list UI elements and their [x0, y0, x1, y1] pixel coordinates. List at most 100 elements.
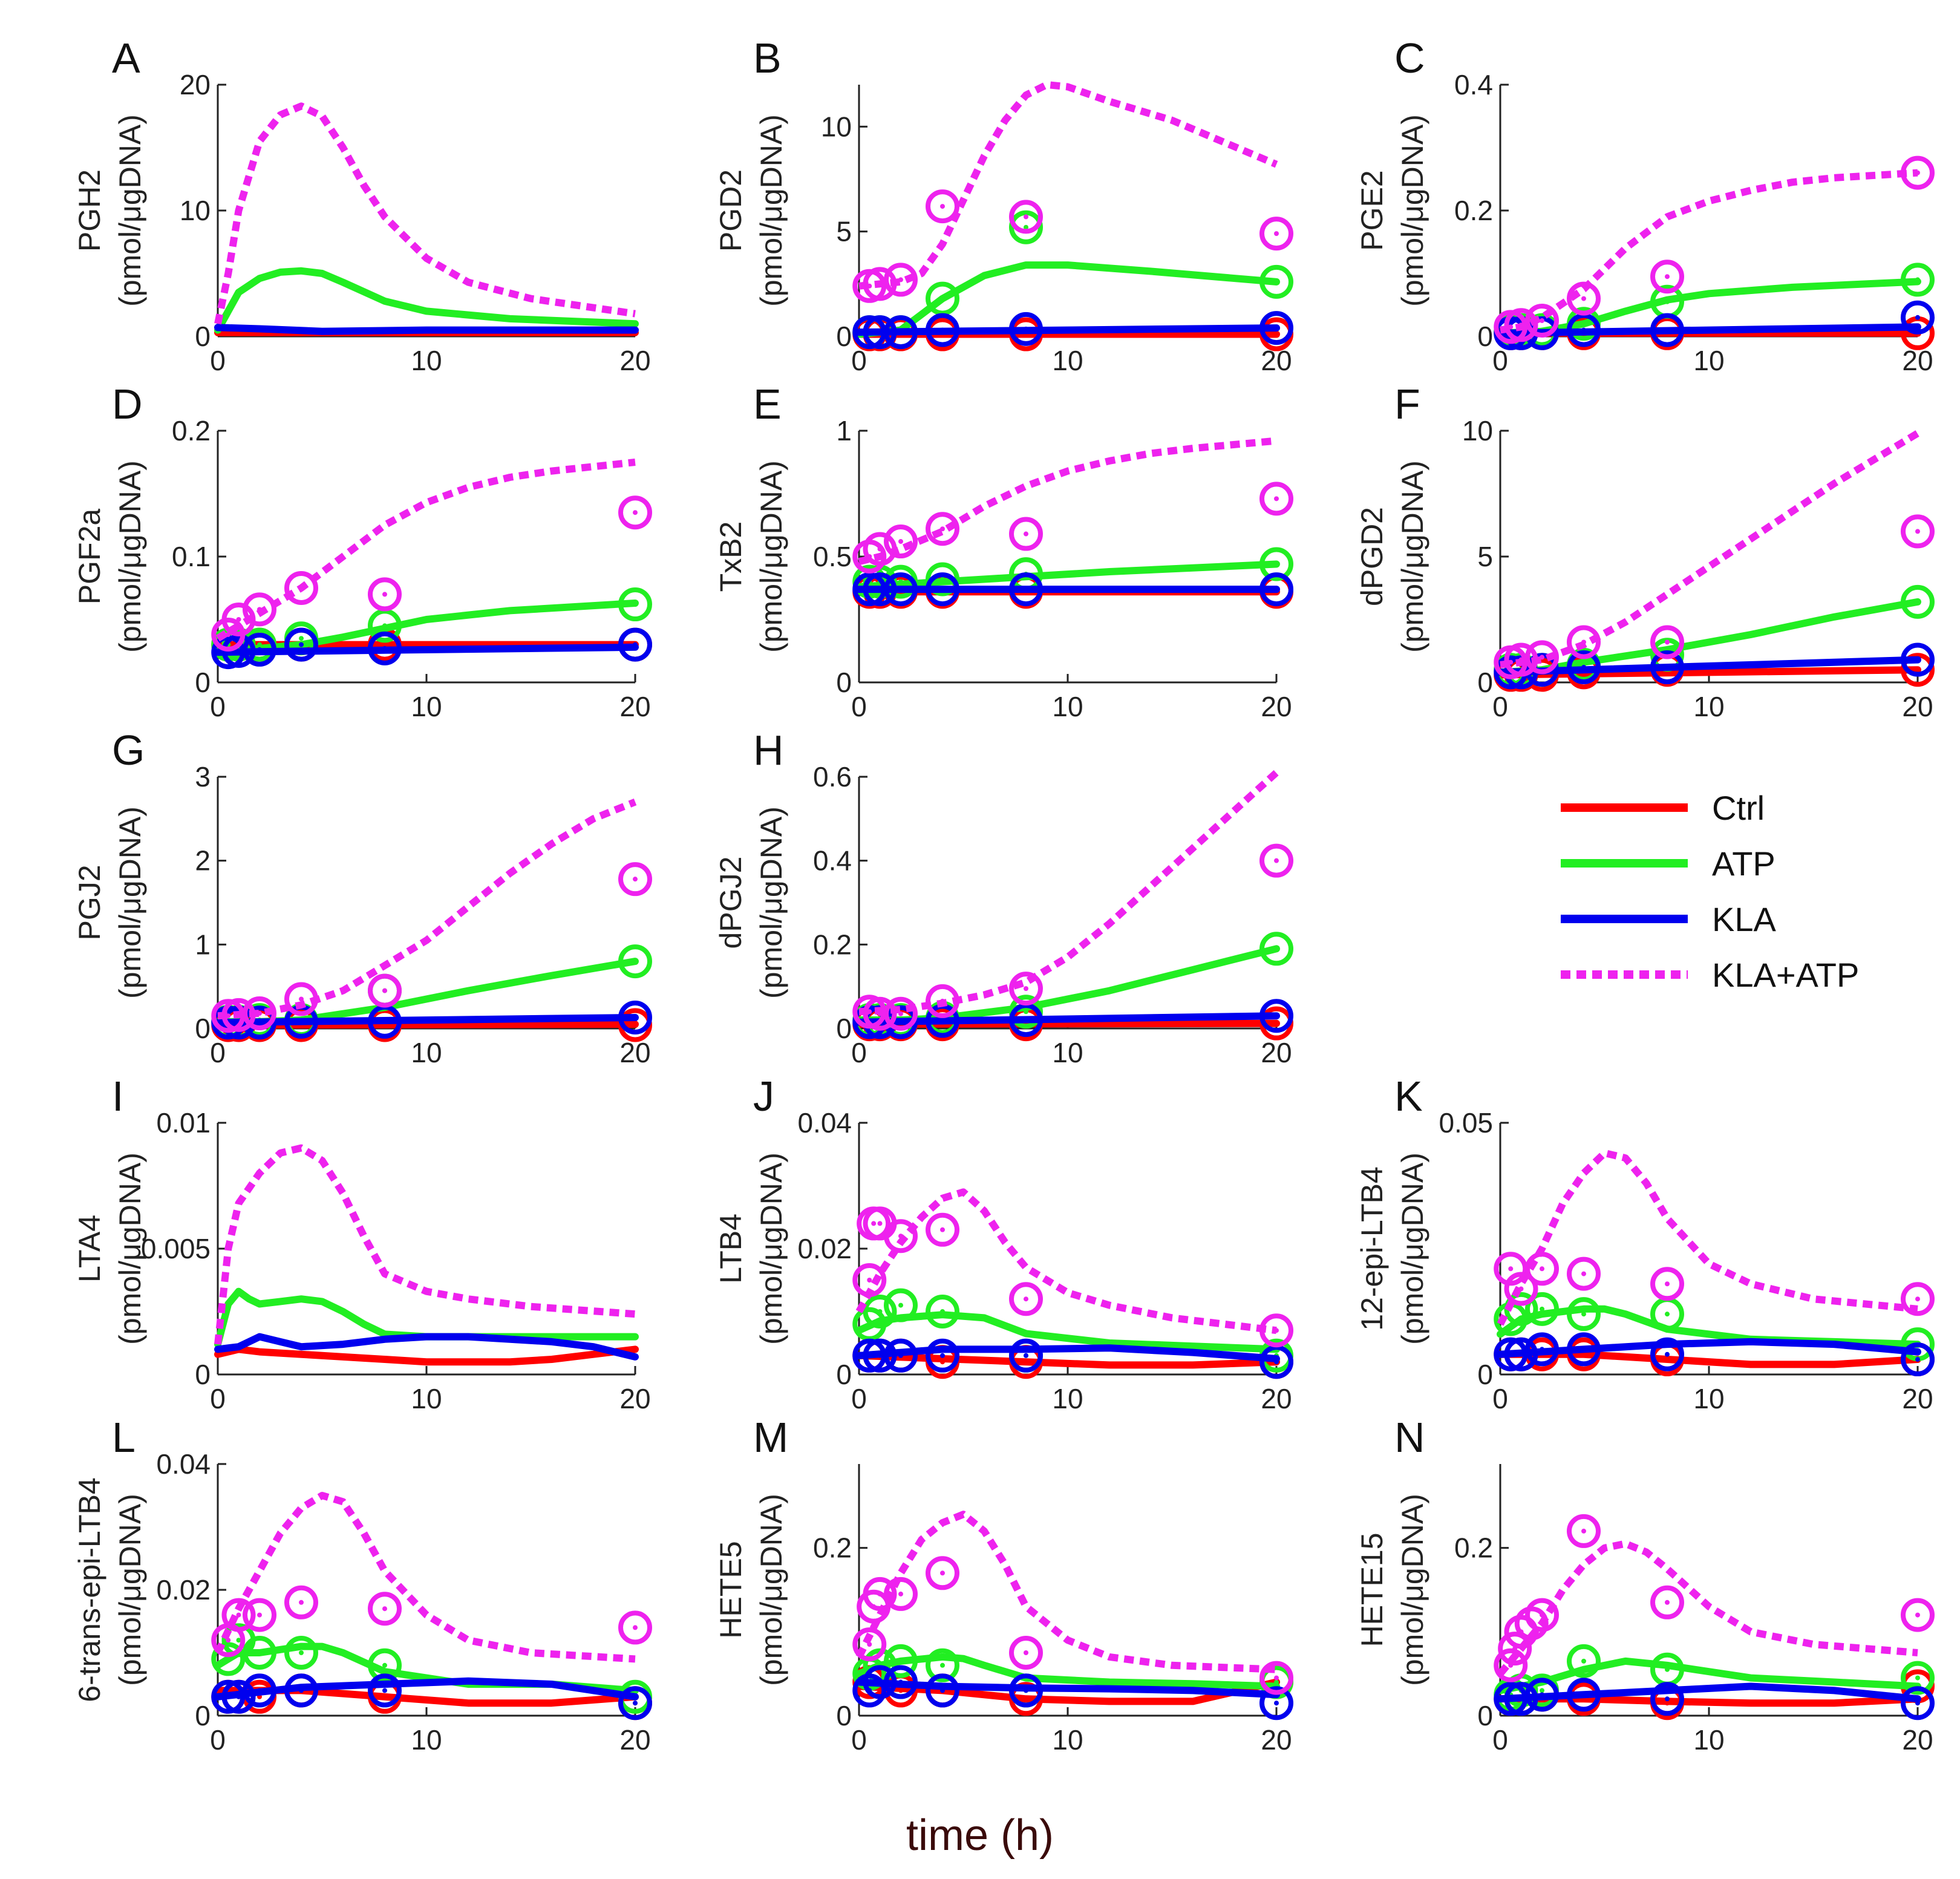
panel-h-series-klaatp-line — [858, 770, 1279, 1016]
panel-j-kla-marker — [926, 1338, 959, 1373]
panel-c-atp-marker — [1901, 263, 1935, 297]
panel-l-klaatp-marker — [284, 1585, 318, 1619]
panel-n-kla-marker — [1525, 1678, 1559, 1712]
panel-e-kla-marker-dot — [877, 587, 883, 592]
panel-e-klaatp-marker — [884, 524, 918, 559]
panel-n-kla-marker-dot — [1508, 1696, 1514, 1702]
panel-c-klaatp-marker-dot — [1581, 296, 1586, 301]
panel-k-series-klaatp-line — [1497, 1149, 1918, 1326]
panel-n-atp-marker-dot — [1665, 1667, 1670, 1672]
panel-d: 0 10 20 0 0.1 0.2 D PGF2a (pmol/μgDNA) — [73, 381, 652, 722]
panel-e-klaatp-marker — [926, 512, 959, 546]
panel-c-x-tick-label: 10 — [1693, 345, 1724, 376]
panel-n-y-unit: (pmol/μgDNA) — [1396, 1494, 1429, 1686]
panel-c-kla-marker-dot — [1915, 315, 1920, 320]
panel-h-atp-marker-dot — [1024, 1009, 1028, 1015]
panel-n-x-tick-label: 0 — [1492, 1724, 1508, 1756]
panel-e-atp-marker-dot — [940, 577, 945, 582]
panel-j-kla-marker-dot — [898, 1353, 903, 1358]
panel-m-klaatp-marker-dot — [898, 1591, 903, 1596]
panel-d-klaatp-marker — [618, 495, 652, 530]
panel-k-kla-marker-dot — [1665, 1351, 1670, 1357]
panel-e-klaatp-marker-dot — [1024, 531, 1028, 537]
panel-g-kla-marker-dot — [299, 1019, 304, 1024]
panel-a-y-tick-label: 0 — [195, 321, 211, 352]
panel-e-kla-marker-dot — [898, 587, 903, 592]
panel-f-kla-marker — [1650, 650, 1684, 685]
panel-k-series-atp-line — [1497, 1305, 1921, 1348]
panel-e-series-atp-line — [855, 560, 1280, 590]
panel-m-ctrl-marker-dot — [1024, 1696, 1028, 1702]
panel-h-series-atp-line — [855, 945, 1280, 1024]
panel-f-klaatp-marker-dot — [1540, 655, 1544, 660]
panel-e: 0 10 20 0 0.5 1 E TxB2 (pmol/μgDNA) — [714, 381, 1293, 722]
panel-f-letter: F — [1394, 381, 1420, 428]
legend-label-atp: ATP — [1712, 845, 1775, 883]
panel-k-ctrl-marker-dot — [1665, 1357, 1670, 1362]
panel-d-x-tick-label: 0 — [210, 691, 226, 722]
legend-label-klaatp: KLA+ATP — [1712, 956, 1859, 994]
panel-l-kla-marker-dot — [299, 1688, 304, 1693]
panel-f-series-klaatp-line — [1500, 430, 1920, 668]
panel-f-klaatp-marker — [1525, 640, 1559, 675]
panel-g-klaatp-marker-dot — [382, 988, 387, 993]
panel-m-kla-marker-dot — [1274, 1701, 1279, 1706]
panel-m-kla-marker — [1009, 1673, 1043, 1708]
panel-l-kla-marker — [284, 1673, 318, 1708]
panel-l-atp-marker — [368, 1648, 402, 1682]
panel-m-y-tick-label: 0.2 — [813, 1532, 852, 1564]
panel-j-series-atp-line — [855, 1311, 1280, 1353]
panel-b-klaatp-marker — [863, 267, 897, 301]
panel-k-klaatp-marker — [1567, 1256, 1601, 1291]
panel-b-y-tick-label: 5 — [836, 216, 852, 247]
panel-k-klaatp-marker-dot — [1540, 1266, 1544, 1272]
panel-k-kla-marker-dot — [1581, 1347, 1586, 1352]
panel-j-atp-marker — [863, 1295, 897, 1328]
panel-l-x-tick-label: 20 — [619, 1724, 650, 1756]
panel-i-y-unit: (pmol/μgDNA) — [113, 1152, 147, 1345]
panel-k-klaatp-marker — [1504, 1272, 1538, 1306]
panel-n-kla-marker — [1901, 1686, 1935, 1721]
panel-h-klaatp-marker-dot — [940, 998, 945, 1004]
panel-n-klaatp-marker — [1504, 1615, 1538, 1649]
panel-m-klaatp-marker-dot — [940, 1570, 945, 1576]
panel-b-kla-marker-dot — [877, 330, 883, 335]
panel-n-y-label: HETE15 — [1355, 1533, 1389, 1647]
panel-d-klaatp-marker-dot — [633, 510, 638, 515]
panel-d-x-tick-label: 20 — [619, 691, 650, 722]
panel-e-kla-marker — [1009, 572, 1043, 607]
panel-e-atp-marker-dot — [898, 579, 903, 584]
panel-j-kla-marker — [884, 1338, 918, 1373]
panel-c-klaatp-marker-dot — [1540, 318, 1544, 323]
panel-c-kla-marker — [1901, 300, 1935, 335]
panel-k-series-ctrl-line — [1497, 1350, 1921, 1368]
panel-n-klaatp-marker-dot — [1915, 1612, 1920, 1618]
panel-k-kla-marker-dot — [1540, 1347, 1544, 1352]
panel-m-kla-marker-dot — [898, 1679, 903, 1685]
panel-k-kla-marker — [1567, 1332, 1601, 1367]
panel-n-atp-marker-dot — [1915, 1675, 1920, 1681]
panel-m-klaatp-marker — [926, 1556, 959, 1590]
panel-c-klaatp-marker — [1525, 304, 1559, 338]
panel-a-x-tick-label: 0 — [210, 345, 226, 376]
panel-e-atp-marker — [926, 562, 959, 596]
panel-e-x-tick-label: 20 — [1261, 691, 1292, 722]
panel-d-kla-marker-dot — [299, 642, 304, 647]
panel-k-klaatp-marker-dot — [1581, 1271, 1586, 1276]
panel-h-y-label: dPGJ2 — [714, 857, 748, 949]
panel-l-klaatp-marker — [243, 1598, 276, 1632]
panel-n-kla-marker — [1494, 1682, 1528, 1716]
panel-j-kla-marker-dot — [1274, 1359, 1279, 1365]
panel-n-klaatp-marker — [1901, 1598, 1935, 1632]
panel-k-kla-marker — [1525, 1332, 1559, 1367]
panel-l-klaatp-marker-dot — [299, 1600, 304, 1605]
panel-g-series-kla-line — [214, 1014, 639, 1027]
panel-l-klaatp-marker-dot — [236, 1612, 241, 1618]
panel-k-kla-marker — [1494, 1337, 1528, 1371]
panel-e-klaatp-marker-dot — [898, 539, 903, 544]
panel-b-series-kla-line — [855, 324, 1280, 336]
panel-k-kla-marker — [1504, 1337, 1538, 1371]
panel-l-atp-marker-dot — [257, 1650, 262, 1655]
panel-l-kla-marker — [368, 1673, 402, 1708]
panel-g-klaatp-marker-dot — [299, 996, 304, 1002]
